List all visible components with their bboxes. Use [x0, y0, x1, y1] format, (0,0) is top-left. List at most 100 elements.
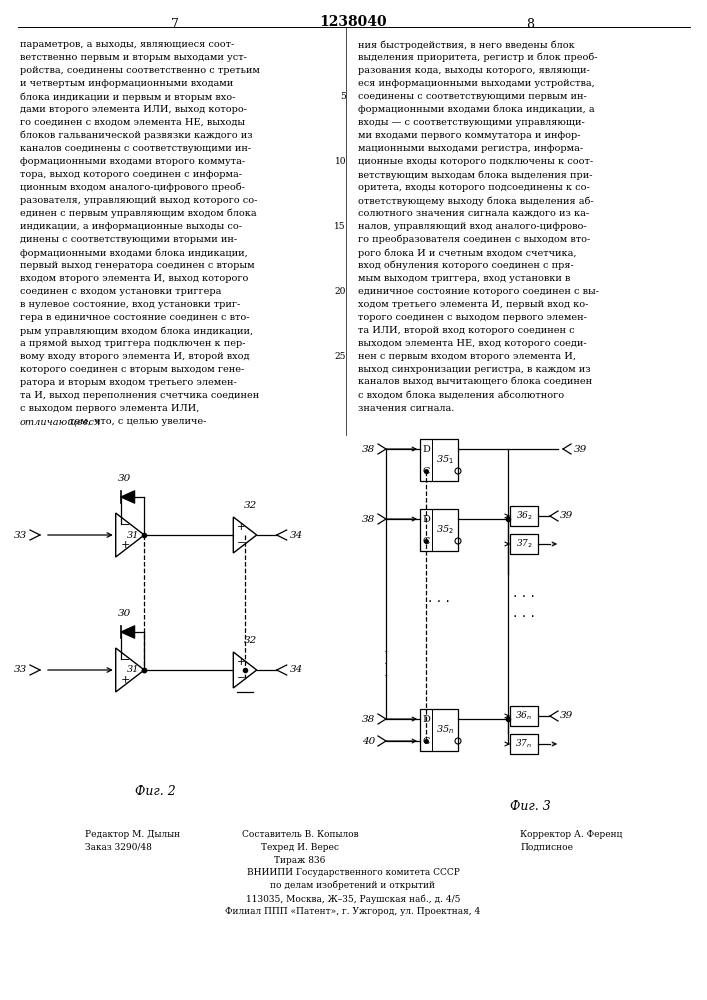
Text: −: −: [238, 673, 246, 683]
Text: D: D: [422, 514, 430, 524]
Text: 35$_{n}$: 35$_{n}$: [436, 724, 454, 736]
Text: ми входами первого коммутатора и инфор-: ми входами первого коммутатора и инфор-: [358, 131, 580, 140]
Text: ходом третьего элемента И, первый вход ко-: ходом третьего элемента И, первый вход к…: [358, 300, 588, 309]
Text: а прямой выход триггера подключен к пер-: а прямой выход триггера подключен к пер-: [20, 339, 245, 348]
Polygon shape: [121, 491, 135, 503]
Text: 8: 8: [526, 18, 534, 31]
Text: Тираж 836: Тираж 836: [274, 856, 326, 865]
Text: C: C: [422, 736, 430, 746]
Text: солютного значения сигнала каждого из ка-: солютного значения сигнала каждого из ка…: [358, 209, 589, 218]
Text: соединен с входом установки триггера: соединен с входом установки триггера: [20, 287, 221, 296]
Text: ветствующим выходам блока выделения при-: ветствующим выходам блока выделения при-: [358, 170, 592, 180]
Text: +: +: [121, 675, 130, 685]
Text: тора, выход которого соединен с информа-: тора, выход которого соединен с информа-: [20, 170, 242, 179]
Text: 32: 32: [243, 501, 257, 510]
Bar: [510, 734, 538, 754]
Text: . . .: . . .: [428, 591, 450, 605]
Text: . . .: . . .: [513, 606, 535, 620]
Text: тем, что, с целью увеличе-: тем, что, с целью увеличе-: [66, 417, 206, 426]
Bar: [510, 706, 538, 726]
Text: ционные входы которого подключены к соот-: ционные входы которого подключены к соот…: [358, 157, 593, 166]
Text: 31: 31: [127, 530, 139, 540]
Text: дами второго элемента ИЛИ, выход которо-: дами второго элемента ИЛИ, выход которо-: [20, 105, 247, 114]
Text: D: D: [422, 444, 430, 454]
Text: каналов соединены с соответствующими ин-: каналов соединены с соответствующими ин-: [20, 144, 251, 153]
Polygon shape: [121, 626, 135, 638]
Text: −: −: [238, 538, 246, 548]
Text: Техред И. Верес: Техред И. Верес: [261, 843, 339, 852]
Text: налов, управляющий вход аналого-цифрово-: налов, управляющий вход аналого-цифрово-: [358, 222, 587, 231]
Text: формационными входами второго коммута-: формационными входами второго коммута-: [20, 157, 245, 166]
Text: Фиг. 3: Фиг. 3: [510, 800, 550, 813]
Text: Редактор М. Дылын: Редактор М. Дылын: [85, 830, 180, 839]
Text: +: +: [238, 522, 246, 532]
Text: единен с первым управляющим входом блока: единен с первым управляющим входом блока: [20, 209, 257, 219]
Text: 10: 10: [334, 157, 346, 166]
Text: Подписное: Подписное: [520, 843, 573, 852]
Text: 36$_{n}$: 36$_{n}$: [515, 710, 532, 722]
Text: 31: 31: [127, 666, 139, 674]
Text: 37$_{2}$: 37$_{2}$: [515, 538, 532, 550]
Text: 39: 39: [560, 712, 573, 720]
Text: каналов выход вычитающего блока соединен: каналов выход вычитающего блока соединен: [358, 378, 592, 387]
Text: входы — с соответствующими управляющи-: входы — с соответствующими управляющи-: [358, 118, 585, 127]
Text: единичное состояние которого соединен с вы-: единичное состояние которого соединен с …: [358, 287, 599, 296]
Text: формационными входами блока индикации, а: формационными входами блока индикации, а: [358, 105, 595, 114]
Text: мационными выходами регистра, информа-: мационными выходами регистра, информа-: [358, 144, 583, 153]
Text: 35$_{1}$: 35$_{1}$: [436, 454, 454, 466]
Text: 36$_{2}$: 36$_{2}$: [515, 510, 532, 522]
Text: торого соединен с выходом первого элемен-: торого соединен с выходом первого элемен…: [358, 313, 587, 322]
Text: с выходом первого элемента ИЛИ,: с выходом первого элемента ИЛИ,: [20, 404, 199, 413]
Text: 34: 34: [290, 530, 303, 540]
Text: еся информационными выходами устройства,: еся информационными выходами устройства,: [358, 79, 595, 88]
Text: вход обнуления которого соединен с пря-: вход обнуления которого соединен с пря-: [358, 261, 574, 270]
Text: 40: 40: [362, 736, 375, 746]
Text: 20: 20: [334, 287, 346, 296]
Text: по делам изобретений и открытий: по делам изобретений и открытий: [271, 881, 436, 890]
Text: первый выход генератора соединен с вторым: первый выход генератора соединен с вторы…: [20, 261, 255, 270]
Text: отличающееся: отличающееся: [20, 417, 102, 426]
Text: . . .: . . .: [513, 586, 535, 600]
Text: 15: 15: [334, 222, 346, 231]
Text: рого блока И и счетным входом счетчика,: рого блока И и счетным входом счетчика,: [358, 248, 576, 257]
Text: 38: 38: [362, 444, 375, 454]
Text: ·
·
·: · · ·: [384, 647, 388, 681]
Text: выходом элемента НЕ, вход которого соеди-: выходом элемента НЕ, вход которого соеди…: [358, 339, 587, 348]
Text: +: +: [238, 657, 246, 667]
Text: ционным входом аналого-цифрового преоб-: ционным входом аналого-цифрового преоб-: [20, 183, 245, 192]
Text: разователя, управляющий выход которого со-: разователя, управляющий выход которого с…: [20, 196, 257, 205]
Text: 33: 33: [13, 666, 27, 674]
Text: Филиал ППП «Патент», г. Ужгород, ул. Проектная, 4: Филиал ППП «Патент», г. Ужгород, ул. Про…: [226, 907, 481, 916]
Text: 32: 32: [243, 636, 257, 645]
Text: 1238040: 1238040: [319, 15, 387, 29]
Text: и четвертым информационными входами: и четвертым информационными входами: [20, 79, 233, 88]
Text: 7: 7: [171, 18, 179, 31]
Text: ВНИИПИ Государственного комитета СССР: ВНИИПИ Государственного комитета СССР: [247, 868, 460, 877]
Text: 39: 39: [574, 444, 588, 454]
Text: +: +: [121, 540, 130, 550]
Bar: [420, 509, 458, 551]
Text: 39: 39: [560, 512, 573, 520]
Text: го преобразователя соединен с выходом вто-: го преобразователя соединен с выходом вт…: [358, 235, 590, 244]
Bar: [420, 709, 458, 751]
Text: разования кода, выходы которого, являющи-: разования кода, выходы которого, являющи…: [358, 66, 590, 75]
Text: блока индикации и первым и вторым вхо-: блока индикации и первым и вторым вхо-: [20, 92, 235, 102]
Text: входом второго элемента И, выход которого: входом второго элемента И, выход которог…: [20, 274, 248, 283]
Text: 30: 30: [118, 474, 132, 483]
Text: вому входу второго элемента И, второй вход: вому входу второго элемента И, второй вх…: [20, 352, 250, 361]
Text: 35$_{2}$: 35$_{2}$: [436, 524, 454, 536]
Text: ройства, соединены соответственно с третьим: ройства, соединены соответственно с трет…: [20, 66, 260, 75]
Text: выход синхронизации регистра, в каждом из: выход синхронизации регистра, в каждом и…: [358, 365, 590, 374]
Bar: [510, 506, 538, 526]
Text: 38: 38: [362, 514, 375, 524]
Text: индикации, а информационные выходы со-: индикации, а информационные выходы со-: [20, 222, 242, 231]
Text: 5: 5: [340, 92, 346, 101]
Bar: [420, 439, 458, 481]
Text: с входом блока выделения абсолютного: с входом блока выделения абсолютного: [358, 391, 564, 400]
Text: параметров, а выходы, являющиеся соот-: параметров, а выходы, являющиеся соот-: [20, 40, 234, 49]
Text: ветственно первым и вторым выходами уст-: ветственно первым и вторым выходами уст-: [20, 53, 247, 62]
Text: 38: 38: [362, 714, 375, 724]
Text: оритета, входы которого подсоединены к со-: оритета, входы которого подсоединены к с…: [358, 183, 590, 192]
Text: 113035, Москва, Ж–35, Раушская наб., д. 4/5: 113035, Москва, Ж–35, Раушская наб., д. …: [246, 894, 460, 904]
Text: которого соединен с вторым выходом гене-: которого соединен с вторым выходом гене-: [20, 365, 244, 374]
